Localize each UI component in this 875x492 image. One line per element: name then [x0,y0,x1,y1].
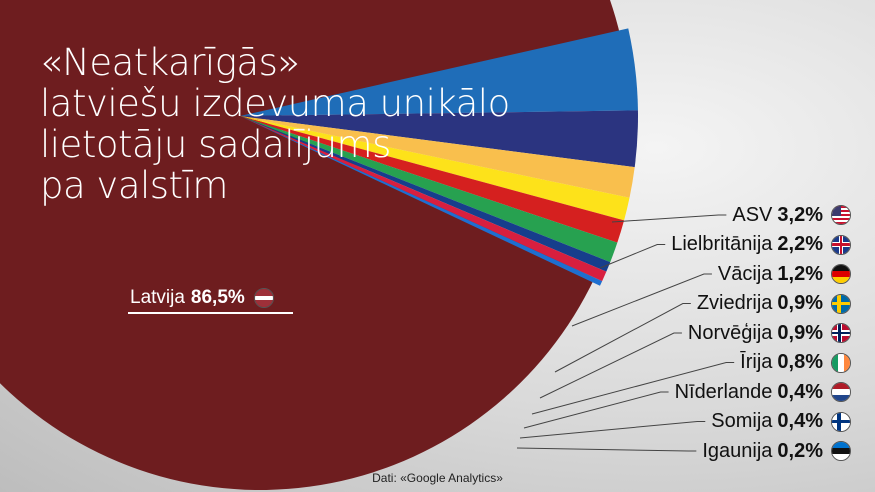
legend-country: Igaunija [702,439,773,462]
leader-line-irija [531,362,735,415]
slice-niderlande [240,116,611,272]
latvia-flag-icon [253,288,274,308]
leader-line-zviedrija [554,303,691,373]
source-note: Dati: «Google Analytics» [372,471,503,485]
latvija-country: Latvija [130,287,185,308]
norway-flag-icon [831,323,851,343]
uk-flag-icon [831,234,851,255]
slice-irija [240,116,618,263]
sweden-flag-icon [831,293,851,314]
latvija-value: 86,5% [190,287,245,308]
slice-igaunija [240,116,603,286]
legend-value: 1,2% [777,262,823,285]
germany-flag-icon [831,264,851,284]
legend-country: Īrija [740,351,773,373]
leader-line-igaunija [516,447,697,452]
ireland-flag-icon [831,352,851,373]
leader-line-niderlande [523,391,669,429]
legend-country: ASV [732,203,773,226]
slice-vacija [240,116,635,198]
slice-lielbritanija [240,110,638,168]
leader-line-lielbritanija [599,244,666,269]
legend-country: Zviedrija [696,292,773,314]
legend-value: 0,4% [777,410,823,432]
latvija-underline [128,312,293,314]
legend-value: 0,8% [777,351,823,373]
finland-flag-icon [831,411,851,432]
legend-value: 0,2% [777,439,823,462]
slice-norvegija [240,116,625,243]
legend-value: 0,9% [777,321,823,344]
legend-country: Somija [711,410,773,432]
leader-line-norvegija [539,332,682,399]
legend-value: 3,2% [777,203,823,226]
legend-item-asv: ASV 3,2% [732,204,851,226]
leader-line-vacija [571,273,712,327]
legend-value: 0,4% [777,380,823,403]
legend-item-irija: Īrija 0,8% [740,351,851,374]
estonia-flag-icon [831,441,851,461]
legend-value: 2,2% [777,233,823,255]
legend-value: 0,9% [777,292,823,314]
legend-item-niderlande: Nīderlande 0,4% [675,381,851,403]
legend-item-norvegija: Norvēģija 0,9% [688,322,851,344]
legend-item-igaunija: Igaunija 0,2% [702,440,851,462]
legend-country: Nīderlande [674,380,773,403]
netherlands-flag-icon [831,382,851,402]
legend-item-zviedrija: Zviedrija 0,9% [696,292,851,315]
latvija-label: Latvija 86,5% [130,285,278,311]
slice-latvija [0,0,621,490]
chart-title: «Neatkarīgās» latviešu izdevuma unikālo … [40,41,510,207]
legend-item-somija: Somija 0,4% [711,410,851,433]
legend-item-vacija: Vācija 1,2% [718,263,851,285]
legend-country: Norvēģija [687,321,773,344]
legend-item-lielbritanija: Lielbritānija 2,2% [671,233,851,256]
slice-somija [240,116,607,282]
leader-line-asv [611,214,727,223]
usa-flag-icon [831,205,851,225]
legend-country: Vācija [717,262,773,285]
leader-line-somija [519,421,706,439]
slice-zviedrija [240,116,630,221]
slice-asv [240,28,638,117]
legend-country: Lielbritānija [671,233,773,255]
